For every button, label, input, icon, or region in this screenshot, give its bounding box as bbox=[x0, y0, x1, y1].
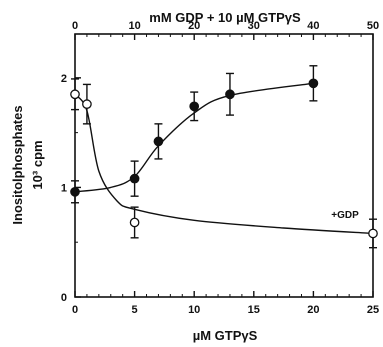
annotation-gdp: +GDP bbox=[331, 210, 359, 221]
plot-frame bbox=[74, 33, 374, 298]
data-point-gdp bbox=[129, 217, 140, 228]
data-point-gtpgs bbox=[70, 186, 80, 197]
data-point-gtpgs bbox=[189, 101, 200, 112]
x-tick-label: 5 bbox=[132, 304, 138, 316]
x-tick-label: 0 bbox=[72, 304, 78, 316]
x2-tick-label: 30 bbox=[248, 20, 260, 32]
x2-tick-label: 50 bbox=[367, 20, 379, 32]
x2-tick-label: 10 bbox=[128, 20, 140, 32]
y-tick-label: 1 bbox=[61, 182, 67, 194]
data-point-gdp bbox=[82, 99, 92, 109]
y-tick-label: 0 bbox=[61, 292, 67, 304]
x-tick-label: 25 bbox=[367, 304, 379, 316]
data-point-gtpgs bbox=[308, 78, 319, 89]
x2-tick-label: 20 bbox=[188, 20, 200, 32]
y-axis-title: Inositolphosphates bbox=[10, 105, 25, 224]
y-tick-label: 2 bbox=[61, 73, 67, 85]
x-tick-label: 10 bbox=[188, 304, 200, 316]
data-point-gtpgs bbox=[153, 136, 164, 147]
x-tick-label: 15 bbox=[248, 304, 260, 316]
x2-tick-label: 40 bbox=[307, 20, 319, 32]
fit-curve-gdp bbox=[74, 93, 374, 235]
data-point-gdp bbox=[368, 228, 378, 239]
x-tick-label: 20 bbox=[307, 304, 319, 316]
y-axis-unit: 10³ cpm bbox=[30, 140, 45, 189]
data-point-gtpgs bbox=[129, 173, 140, 184]
data-point-gdp bbox=[70, 89, 80, 100]
x-axis-title: µM GTPγS bbox=[193, 328, 258, 343]
top-axis-title: mM GDP + 10 µM GTPγS bbox=[149, 10, 301, 25]
x2-tick-label: 0 bbox=[72, 20, 78, 32]
data-point-gtpgs bbox=[225, 89, 235, 100]
